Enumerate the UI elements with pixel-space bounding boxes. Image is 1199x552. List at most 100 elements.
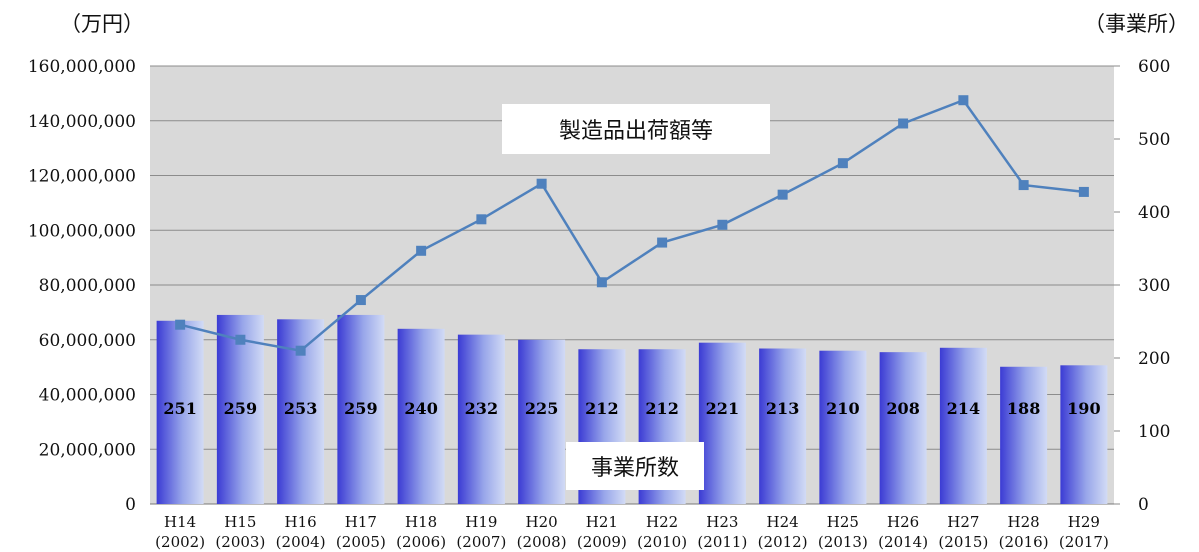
line-marker	[657, 237, 668, 248]
x-tick-label-era: H29	[1068, 513, 1100, 531]
bar	[397, 328, 445, 504]
bar-value-label: 221	[706, 399, 739, 418]
bars: 251 259 253 259 240 232 225 212 212 221 213 210 208 2…	[156, 314, 1108, 504]
x-tick-label-era: H19	[465, 513, 497, 531]
x-tick-label-era: H14	[164, 513, 196, 531]
x-tick-label-era: H23	[706, 513, 738, 531]
x-tick-label-year: (2017)	[1059, 533, 1109, 551]
bar	[759, 348, 807, 504]
bar	[457, 334, 505, 504]
right-tick-label: 300	[1138, 276, 1170, 296]
bar-value-label: 212	[585, 399, 618, 418]
bar	[518, 339, 566, 504]
line-path	[179, 98, 1085, 353]
bar-value-label: 259	[344, 399, 377, 418]
x-tick-label-year: (2003)	[215, 533, 265, 551]
bar	[1000, 366, 1048, 504]
x-tick-label-year: (2009)	[577, 533, 627, 551]
bar-value-label: 225	[525, 399, 558, 418]
x-tick-label-era: H22	[646, 513, 678, 531]
x-tick-label-era: H20	[526, 513, 558, 531]
bar	[337, 314, 385, 504]
bar-value-label: 208	[886, 399, 919, 418]
line-marker	[175, 319, 186, 330]
right-tick-label: 100	[1138, 422, 1170, 442]
bar-value-label: 214	[947, 399, 980, 418]
left-tick-label: 160,000,000	[28, 57, 136, 77]
bar-value-label: 253	[284, 399, 317, 418]
x-tick-label-year: (2014)	[878, 533, 928, 551]
bar	[939, 347, 987, 504]
x-tick-label-year: (2006)	[396, 533, 446, 551]
x-tick-label-era: H25	[827, 513, 859, 531]
bar-value-label: 251	[163, 399, 196, 418]
x-tick-label-era: H24	[767, 513, 799, 531]
bar	[879, 352, 927, 504]
bar	[1060, 365, 1108, 504]
right-tick-label: 0	[1138, 495, 1149, 515]
x-tick-label-year: (2015)	[938, 533, 988, 551]
line-marker	[416, 245, 427, 256]
bar-value-label: 188	[1007, 399, 1040, 418]
line-marker	[1018, 180, 1029, 191]
x-tick-label-year: (2010)	[637, 533, 687, 551]
left-tick-label: 80,000,000	[39, 276, 136, 296]
x-tick-label-era: H16	[285, 513, 317, 531]
x-tick-label-era: H15	[224, 513, 256, 531]
line-marker	[898, 118, 909, 129]
left-axis-ticks: 0 20,000,000 40,000,000 60,000,000 80,000,00…	[28, 57, 136, 515]
left-tick-label: 120,000,000	[28, 167, 136, 187]
left-tick-label: 20,000,000	[39, 440, 136, 460]
bar	[698, 342, 746, 504]
line-marker	[837, 158, 848, 169]
x-tick-label-era: H28	[1008, 513, 1040, 531]
line-series	[175, 95, 1089, 356]
line-marker	[295, 345, 306, 356]
bar-value-label: 259	[224, 399, 257, 418]
right-tick-label: 200	[1138, 349, 1170, 369]
right-axis-unit: （事業所）	[1084, 12, 1189, 36]
line-marker	[476, 214, 487, 225]
right-axis-ticks: 0 100 200 300 400 500 600	[1114, 57, 1170, 515]
x-tick-label-year: (2002)	[155, 533, 205, 551]
bar	[216, 314, 264, 504]
left-tick-label: 40,000,000	[39, 386, 136, 406]
x-tick-label-year: (2011)	[697, 533, 747, 551]
bar-value-label: 212	[645, 399, 678, 418]
left-tick-label: 140,000,000	[28, 112, 136, 132]
line-marker	[1078, 186, 1089, 197]
bar	[819, 350, 867, 504]
left-axis-unit: （万円）	[60, 12, 144, 36]
line-marker	[596, 277, 607, 288]
right-tick-label: 600	[1138, 57, 1170, 77]
x-tick-label-year: (2016)	[999, 533, 1049, 551]
x-tick-label-year: (2007)	[456, 533, 506, 551]
line-marker	[958, 95, 969, 106]
bar-value-label: 190	[1067, 399, 1100, 418]
x-tick-label-era: H18	[405, 513, 437, 531]
x-axis-ticks: H14 (2002) H15 (2003) H16 (2004) H17 (2005) H18 (…	[155, 513, 1109, 551]
left-tick-label: 100,000,000	[28, 221, 136, 241]
x-tick-label-era: H17	[345, 513, 377, 531]
line-marker	[355, 295, 366, 306]
bar	[156, 320, 204, 504]
line-marker	[536, 178, 547, 189]
x-tick-label-year: (2008)	[517, 533, 567, 551]
x-tick-label-era: H26	[887, 513, 919, 531]
bar-series-label: 事業所数	[566, 442, 704, 490]
x-tick-label-era: H27	[947, 513, 979, 531]
bar-value-label: 213	[766, 399, 799, 418]
bar-value-label: 210	[826, 399, 859, 418]
right-tick-label: 400	[1138, 203, 1170, 223]
x-tick-label-era: H21	[586, 513, 618, 531]
bar-value-label: 232	[465, 399, 498, 418]
line-series-label: 製造品出荷額等	[502, 104, 770, 154]
x-tick-label-year: (2013)	[818, 533, 868, 551]
x-tick-label-year: (2012)	[758, 533, 808, 551]
x-tick-label-year: (2004)	[276, 533, 326, 551]
bar-value-label: 240	[404, 399, 437, 418]
left-tick-label: 0	[125, 495, 136, 515]
line-marker	[235, 334, 246, 345]
line-marker	[777, 189, 788, 200]
